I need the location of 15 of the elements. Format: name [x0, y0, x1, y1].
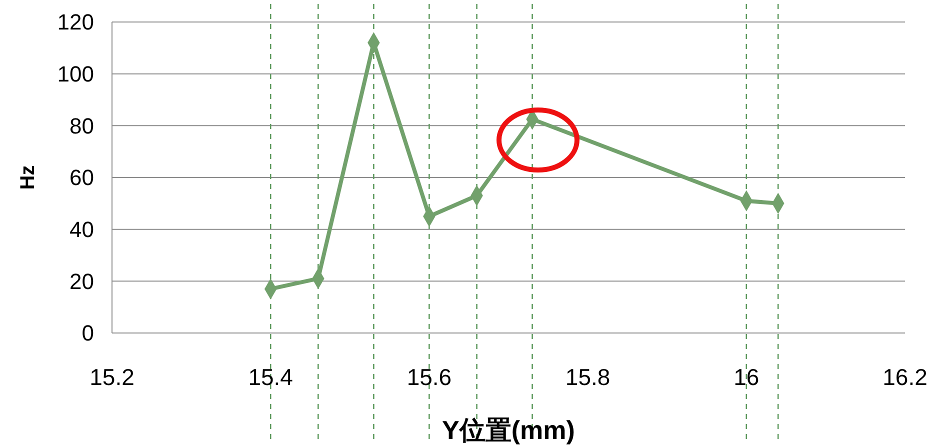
x-tick-label: 15.8: [565, 364, 610, 390]
y-tick-label: 40: [70, 217, 94, 242]
x-tick-label: 15.6: [406, 364, 452, 390]
x-axis-title: Y位置(mm): [442, 415, 575, 445]
y-tick-label: 20: [70, 268, 94, 294]
x-tick-label: 16.2: [882, 364, 928, 390]
y-tick-label: 60: [70, 165, 94, 190]
y-tick-label: 100: [57, 62, 94, 87]
y-tick-label: 120: [57, 10, 94, 35]
x-tick-label: 16: [734, 364, 760, 390]
y-tick-label: 0: [82, 320, 94, 346]
x-tick-label: 15.4: [248, 364, 294, 390]
y-tick-label: 80: [70, 113, 94, 138]
y-axis-title: Hz: [17, 165, 39, 190]
x-tick-label: 15.2: [90, 364, 134, 390]
